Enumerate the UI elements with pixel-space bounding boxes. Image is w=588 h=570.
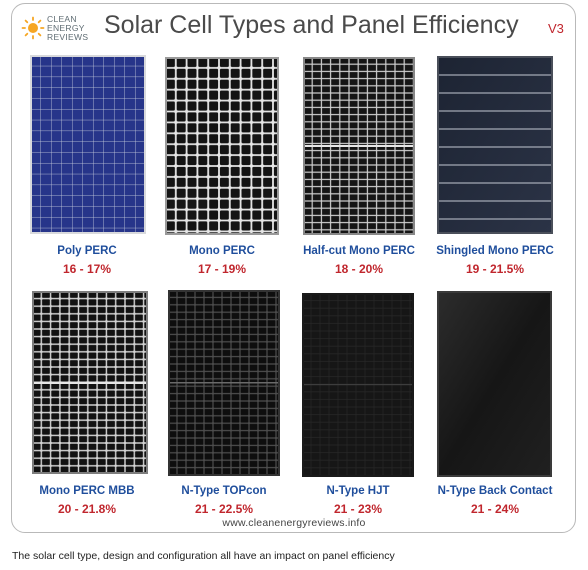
panel-efficiency-half-cut-mono-perc: 18 - 20%: [334, 262, 384, 276]
logo-line-3: REVIEWS: [47, 32, 89, 42]
panel-name-poly-perc: Poly PERC: [57, 245, 117, 257]
panel-image-half-cut-mono-perc: [303, 57, 415, 235]
panel-image-n-type-back-contact: [437, 291, 552, 477]
panel-image-mono-perc-mbb: [32, 291, 148, 474]
logo-text: CLEAN ENERGY REVIEWS: [47, 15, 88, 42]
panel-efficiency-n-type-back-contact: 21 - 24%: [470, 502, 520, 516]
figure-caption: The solar cell type, design and configur…: [12, 550, 395, 562]
clean-energy-reviews-logo: CLEAN ENERGY REVIEWS: [21, 12, 101, 44]
page-title: Solar Cell Types and Panel Efficiency: [104, 11, 519, 39]
panel-efficiency-n-type-hjt: 21 - 23%: [333, 502, 383, 516]
panel-name-n-type-hjt: N-Type HJT: [326, 485, 390, 497]
version-label: V3: [548, 21, 564, 36]
panel-name-n-type-topcon: N-Type TOPcon: [181, 485, 267, 497]
panel-efficiency-mono-perc-mbb: 20 - 21.8%: [57, 502, 117, 516]
panel-name-shingled-mono-perc: Shingled Mono PERC: [436, 245, 554, 257]
panel-name-n-type-back-contact: N-Type Back Contact: [437, 485, 553, 497]
panel-name-mono-perc: Mono PERC: [189, 245, 255, 257]
panel-image-mono-perc: [165, 57, 279, 235]
panel-efficiency-poly-perc: 16 - 17%: [62, 262, 112, 276]
panel-name-mono-perc-mbb: Mono PERC MBB: [39, 485, 135, 497]
panel-image-shingled-mono-perc: [437, 56, 553, 234]
website-url: www.cleanenergyreviews.info: [222, 517, 366, 529]
panel-efficiency-mono-perc: 17 - 19%: [197, 262, 247, 276]
panel-efficiency-n-type-topcon: 21 - 22.5%: [194, 502, 254, 516]
panel-image-n-type-hjt: [302, 293, 414, 477]
logo-line-2: ENERGY: [47, 23, 85, 33]
panel-name-half-cut-mono-perc: Half-cut Mono PERC: [303, 245, 415, 257]
sun-icon: [21, 16, 45, 40]
logo-line-1: CLEAN: [47, 14, 77, 24]
panel-efficiency-shingled-mono-perc: 19 - 21.5%: [465, 262, 525, 276]
panel-image-poly-perc: [30, 55, 146, 234]
panel-image-n-type-topcon: [168, 290, 280, 476]
